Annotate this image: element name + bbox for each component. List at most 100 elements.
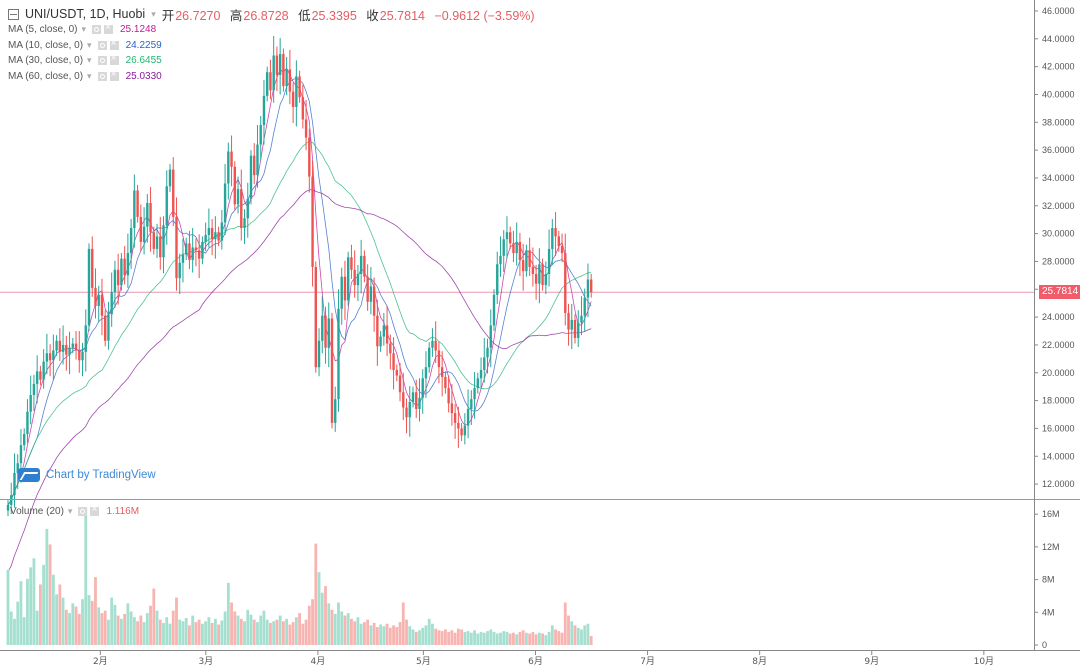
volume-bar <box>460 629 463 645</box>
candle-body <box>473 388 476 400</box>
volume-bar <box>343 615 347 645</box>
volume-bar <box>226 582 230 645</box>
candle-body <box>583 297 586 316</box>
candle-body <box>217 232 220 241</box>
chart-legend: UNI/USDT, 1D, Huobi ▾ 开26.7270 高26.8728 … <box>8 6 541 84</box>
candle-body <box>74 343 78 351</box>
close-icon[interactable] <box>109 53 119 66</box>
candle-body <box>330 318 334 423</box>
ma-legend-row[interactable]: MA (30, close, 0)▾ 26.6455 <box>8 53 541 69</box>
ma-legend-row[interactable]: MA (10, close, 0)▾ 24.2259 <box>8 38 541 54</box>
volume-bar <box>194 622 198 645</box>
candle-body <box>48 353 52 361</box>
close-icon[interactable] <box>109 38 119 50</box>
symbol-legend[interactable]: UNI/USDT, 1D, Huobi ▾ 开26.7270 高26.8728 … <box>8 6 541 23</box>
volume-bar <box>84 507 88 645</box>
volume-bar <box>275 619 279 645</box>
chevron-down-icon[interactable]: ▾ <box>87 39 92 50</box>
volume-bar <box>414 631 418 645</box>
volume-bar <box>479 631 483 645</box>
candle-body <box>492 294 496 326</box>
volume-bar <box>424 625 428 645</box>
settings-icon[interactable] <box>97 71 107 81</box>
candle-body <box>398 375 402 393</box>
ma-legend-row[interactable]: MA (5, close, 0)▾ 25.1248 <box>8 22 541 38</box>
ma-legend-row[interactable]: MA (60, close, 0)▾ 25.0330 <box>8 69 541 85</box>
chevron-down-icon[interactable]: ▾ <box>87 70 92 81</box>
candle-body <box>334 399 337 423</box>
chevron-down-icon[interactable]: ▾ <box>151 8 156 19</box>
candle-body <box>149 202 152 233</box>
candle-body <box>194 247 198 251</box>
close-icon[interactable] <box>104 22 113 35</box>
volume-bar <box>294 617 298 645</box>
volume-bar <box>489 629 493 645</box>
chevron-down-icon[interactable]: ▾ <box>87 55 92 66</box>
candle-body <box>107 314 110 341</box>
volume-bar <box>333 613 337 645</box>
candle-body <box>428 347 431 368</box>
y-tick-label: 12.0000 <box>1042 479 1075 489</box>
volume-bar <box>363 622 366 645</box>
settings-icon[interactable] <box>97 56 107 66</box>
volume-legend[interactable]: Volume (20) ▾ 1.116M <box>10 504 140 517</box>
candle-body <box>505 232 509 240</box>
chevron-down-icon[interactable]: ▾ <box>81 24 86 35</box>
volume-bar <box>482 632 486 645</box>
candle-body <box>236 189 240 205</box>
volume-value: 1.116M <box>106 506 140 517</box>
y-tick-label: 34.0000 <box>1042 173 1075 183</box>
volume-bar <box>437 630 441 645</box>
candle-body <box>317 340 321 368</box>
volume-bar <box>447 631 451 645</box>
candle-body <box>444 376 447 389</box>
volume-bar <box>32 558 36 645</box>
candle-body <box>340 276 343 309</box>
candle-body <box>541 264 544 286</box>
volume-bar <box>392 625 395 645</box>
volume-bar <box>589 636 593 645</box>
volume-bar <box>421 627 425 645</box>
volume-bar <box>71 603 75 645</box>
ma-value: 24.2259 <box>125 39 162 51</box>
volume-bar <box>379 624 382 645</box>
tradingview-watermark[interactable]: Chart by TradingView <box>18 468 156 482</box>
volume-bar <box>330 609 334 645</box>
volume-bar <box>201 623 204 645</box>
chevron-down-icon[interactable]: ▾ <box>67 506 73 516</box>
candle-body <box>126 253 130 276</box>
settings-icon[interactable] <box>78 507 88 516</box>
settings-icon[interactable] <box>97 40 107 50</box>
volume-bar <box>132 617 136 645</box>
y-tick-label: 42.0000 <box>1042 62 1075 72</box>
x-tick-label: 4月 <box>311 656 326 667</box>
settings-icon[interactable] <box>92 25 101 35</box>
y-tick-label: 38.0000 <box>1042 117 1075 127</box>
candle-body <box>476 378 479 389</box>
volume-bar <box>116 615 120 645</box>
candle-body <box>201 241 204 259</box>
volume-bar <box>311 599 314 645</box>
close-icon[interactable] <box>90 504 100 516</box>
candle-body <box>210 228 214 240</box>
candle-body <box>512 243 515 254</box>
candle-body <box>207 228 211 235</box>
candle-body <box>29 395 32 412</box>
volume-bar <box>567 615 570 645</box>
y-tick-label: 46.0000 <box>1042 6 1075 16</box>
candle-body <box>531 267 535 274</box>
y-tick-label: 32.0000 <box>1042 201 1075 211</box>
collapse-icon[interactable] <box>8 8 19 20</box>
close-icon[interactable] <box>109 69 119 81</box>
volume-bar <box>298 613 301 645</box>
candle-body <box>10 495 13 505</box>
candle-body <box>350 257 353 270</box>
candle-body <box>84 325 87 352</box>
candle-body <box>155 236 159 249</box>
candle-body <box>152 232 155 249</box>
volume-bar <box>583 625 587 645</box>
candle-body <box>197 250 201 259</box>
candle-body <box>415 392 418 409</box>
